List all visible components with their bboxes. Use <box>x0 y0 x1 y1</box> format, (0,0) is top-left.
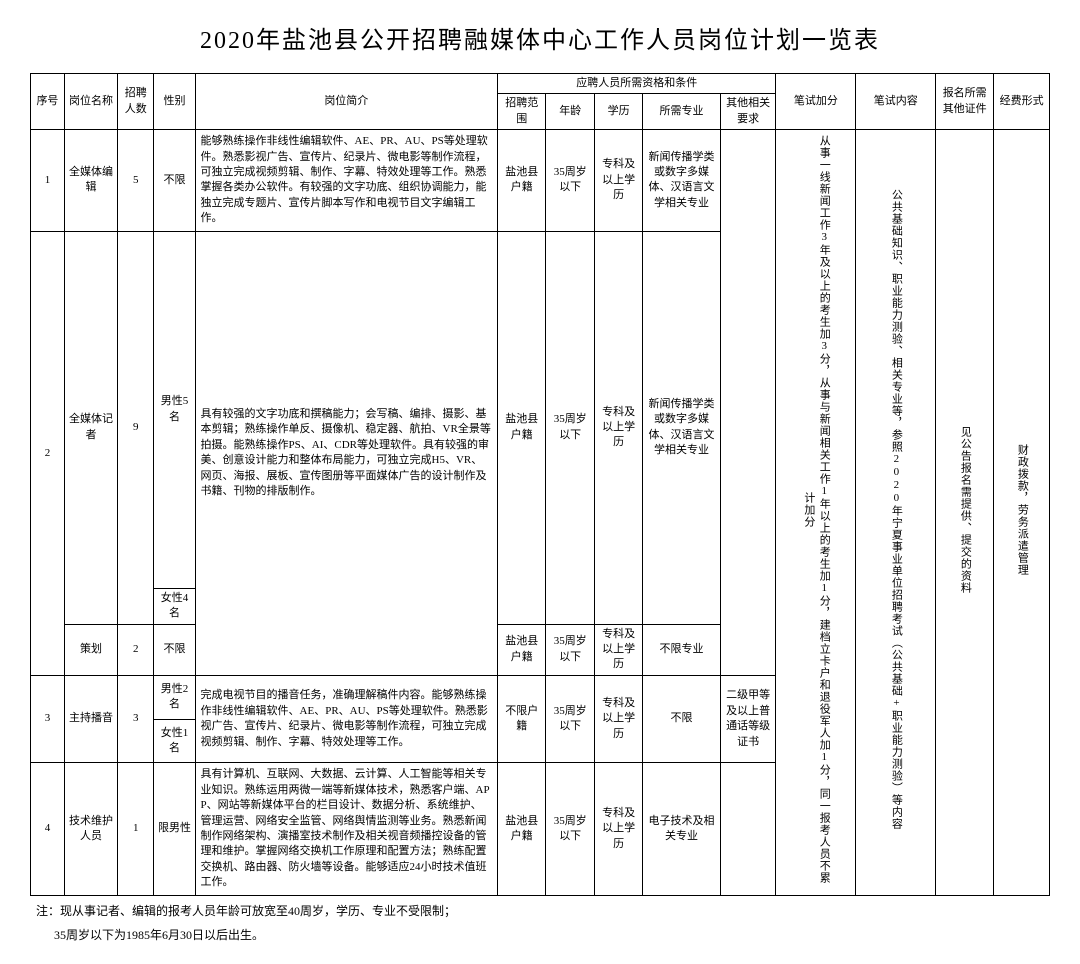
cell-count: 5 <box>118 130 154 231</box>
cell-age: 35周岁以下 <box>546 763 594 895</box>
cell-gender-m: 男性5名 <box>154 231 195 588</box>
cell-count: 2 <box>118 624 154 675</box>
cell-edu: 专科及以上学历 <box>594 231 642 624</box>
h-gender: 性别 <box>154 74 195 130</box>
cell-other-blank <box>720 130 776 676</box>
cell-seq: 4 <box>31 763 65 895</box>
cell-scope: 盐池县户籍 <box>498 130 546 231</box>
cell-gender: 限男性 <box>154 763 195 895</box>
cell-age: 35周岁以下 <box>546 675 594 763</box>
cell-scope: 盐池县户籍 <box>498 763 546 895</box>
cell-scope: 盐池县户籍 <box>498 624 546 675</box>
cell-count: 9 <box>118 231 154 624</box>
footnote-2: 35周岁以下为1985年6月30日以后出生。 <box>30 926 1050 944</box>
cell-seq: 1 <box>31 130 65 231</box>
h-seq: 序号 <box>31 74 65 130</box>
page-title: 2020年盐池县公开招聘融媒体中心工作人员岗位计划一览表 <box>30 20 1050 55</box>
h-extra: 报名所需其他证件 <box>936 74 994 130</box>
table-row: 1 全媒体编辑 5 不限 能够熟练操作非线性编辑软件、AE、PR、AU、PS等处… <box>31 130 1050 231</box>
cell-fund: 财政拨款，劳务派遣管理 <box>994 130 1050 895</box>
cell-count: 3 <box>118 675 154 763</box>
cell-major: 新闻传播学类或数字多媒体、汉语言文学相关专业 <box>643 130 720 231</box>
cell-seq: 2 <box>31 231 65 675</box>
cell-major: 不限专业 <box>643 624 720 675</box>
cell-other-blank <box>720 763 776 895</box>
cell-edu: 专科及以上学历 <box>594 624 642 675</box>
cell-gender: 不限 <box>154 624 195 675</box>
cell-age: 35周岁以下 <box>546 130 594 231</box>
h-major: 所需专业 <box>643 94 720 130</box>
h-post: 岗位名称 <box>64 74 117 130</box>
cell-other: 二级甲等及以上普通话等级证书 <box>720 675 776 763</box>
cell-count: 1 <box>118 763 154 895</box>
cell-intro: 具有较强的文字功底和撰稿能力；会写稿、编排、摄影、基本剪辑；熟练操作单反、摄像机… <box>195 231 498 675</box>
h-scope: 招聘范围 <box>498 94 546 130</box>
cell-post: 技术维护人员 <box>64 763 117 895</box>
cell-seq: 3 <box>31 675 65 763</box>
cell-age: 35周岁以下 <box>546 624 594 675</box>
h-count: 招聘人数 <box>118 74 154 130</box>
cell-intro: 完成电视节目的播音任务，准确理解稿件内容。能够熟练操作非线性编辑软件、AE、PR… <box>195 675 498 763</box>
h-age: 年龄 <box>546 94 594 130</box>
cell-extra: 见公告报名需提供、提交的资料 <box>936 130 994 895</box>
cell-gender-f: 女性4名 <box>154 588 195 624</box>
cell-edu: 专科及以上学历 <box>594 675 642 763</box>
cell-gender: 不限 <box>154 130 195 231</box>
cell-edu: 专科及以上学历 <box>594 130 642 231</box>
cell-scope: 不限户籍 <box>498 675 546 763</box>
footnote-1: 注：现从事记者、编辑的报考人员年龄可放宽至40周岁，学历、专业不受限制； <box>30 902 1050 920</box>
h-exam: 笔试内容 <box>856 74 936 130</box>
cell-major: 新闻传播学类或数字多媒体、汉语言文学相关专业 <box>643 231 720 624</box>
h-other: 其他相关要求 <box>720 94 776 130</box>
h-intro: 岗位简介 <box>195 74 498 130</box>
cell-intro: 具有计算机、互联网、大数据、云计算、人工智能等相关专业知识。熟练运用两微一端等新… <box>195 763 498 895</box>
h-bonus: 笔试加分 <box>776 74 856 130</box>
cell-bonus: 从事一线新闻工作3年及以上的考生加3分，从事与新闻相关工作1年以上的考生加1分，… <box>776 130 856 895</box>
cell-post: 全媒体记者 <box>64 231 117 624</box>
cell-edu: 专科及以上学历 <box>594 763 642 895</box>
cell-post: 策划 <box>64 624 117 675</box>
cell-scope: 盐池县户籍 <box>498 231 546 624</box>
h-edu: 学历 <box>594 94 642 130</box>
h-req-group: 应聘人员所需资格和条件 <box>498 74 776 94</box>
header-row-1: 序号 岗位名称 招聘人数 性别 岗位简介 应聘人员所需资格和条件 笔试加分 笔试… <box>31 74 1050 94</box>
cell-post: 主持播音 <box>64 675 117 763</box>
cell-gender-split: 男性2名 女性1名 <box>154 675 195 763</box>
cell-post: 全媒体编辑 <box>64 130 117 231</box>
cell-major: 电子技术及相关专业 <box>643 763 720 895</box>
cell-exam: 公共基础知识、职业能力测验、相关专业等，参照2020年宁夏事业单位招聘考试（公共… <box>856 130 936 895</box>
cell-major: 不限 <box>643 675 720 763</box>
cell-age: 35周岁以下 <box>546 231 594 624</box>
cell-intro: 能够熟练操作非线性编辑软件、AE、PR、AU、PS等处理软件。熟悉影视广告、宣传… <box>195 130 498 231</box>
positions-table: 序号 岗位名称 招聘人数 性别 岗位简介 应聘人员所需资格和条件 笔试加分 笔试… <box>30 73 1050 896</box>
h-fund: 经费形式 <box>994 74 1050 130</box>
